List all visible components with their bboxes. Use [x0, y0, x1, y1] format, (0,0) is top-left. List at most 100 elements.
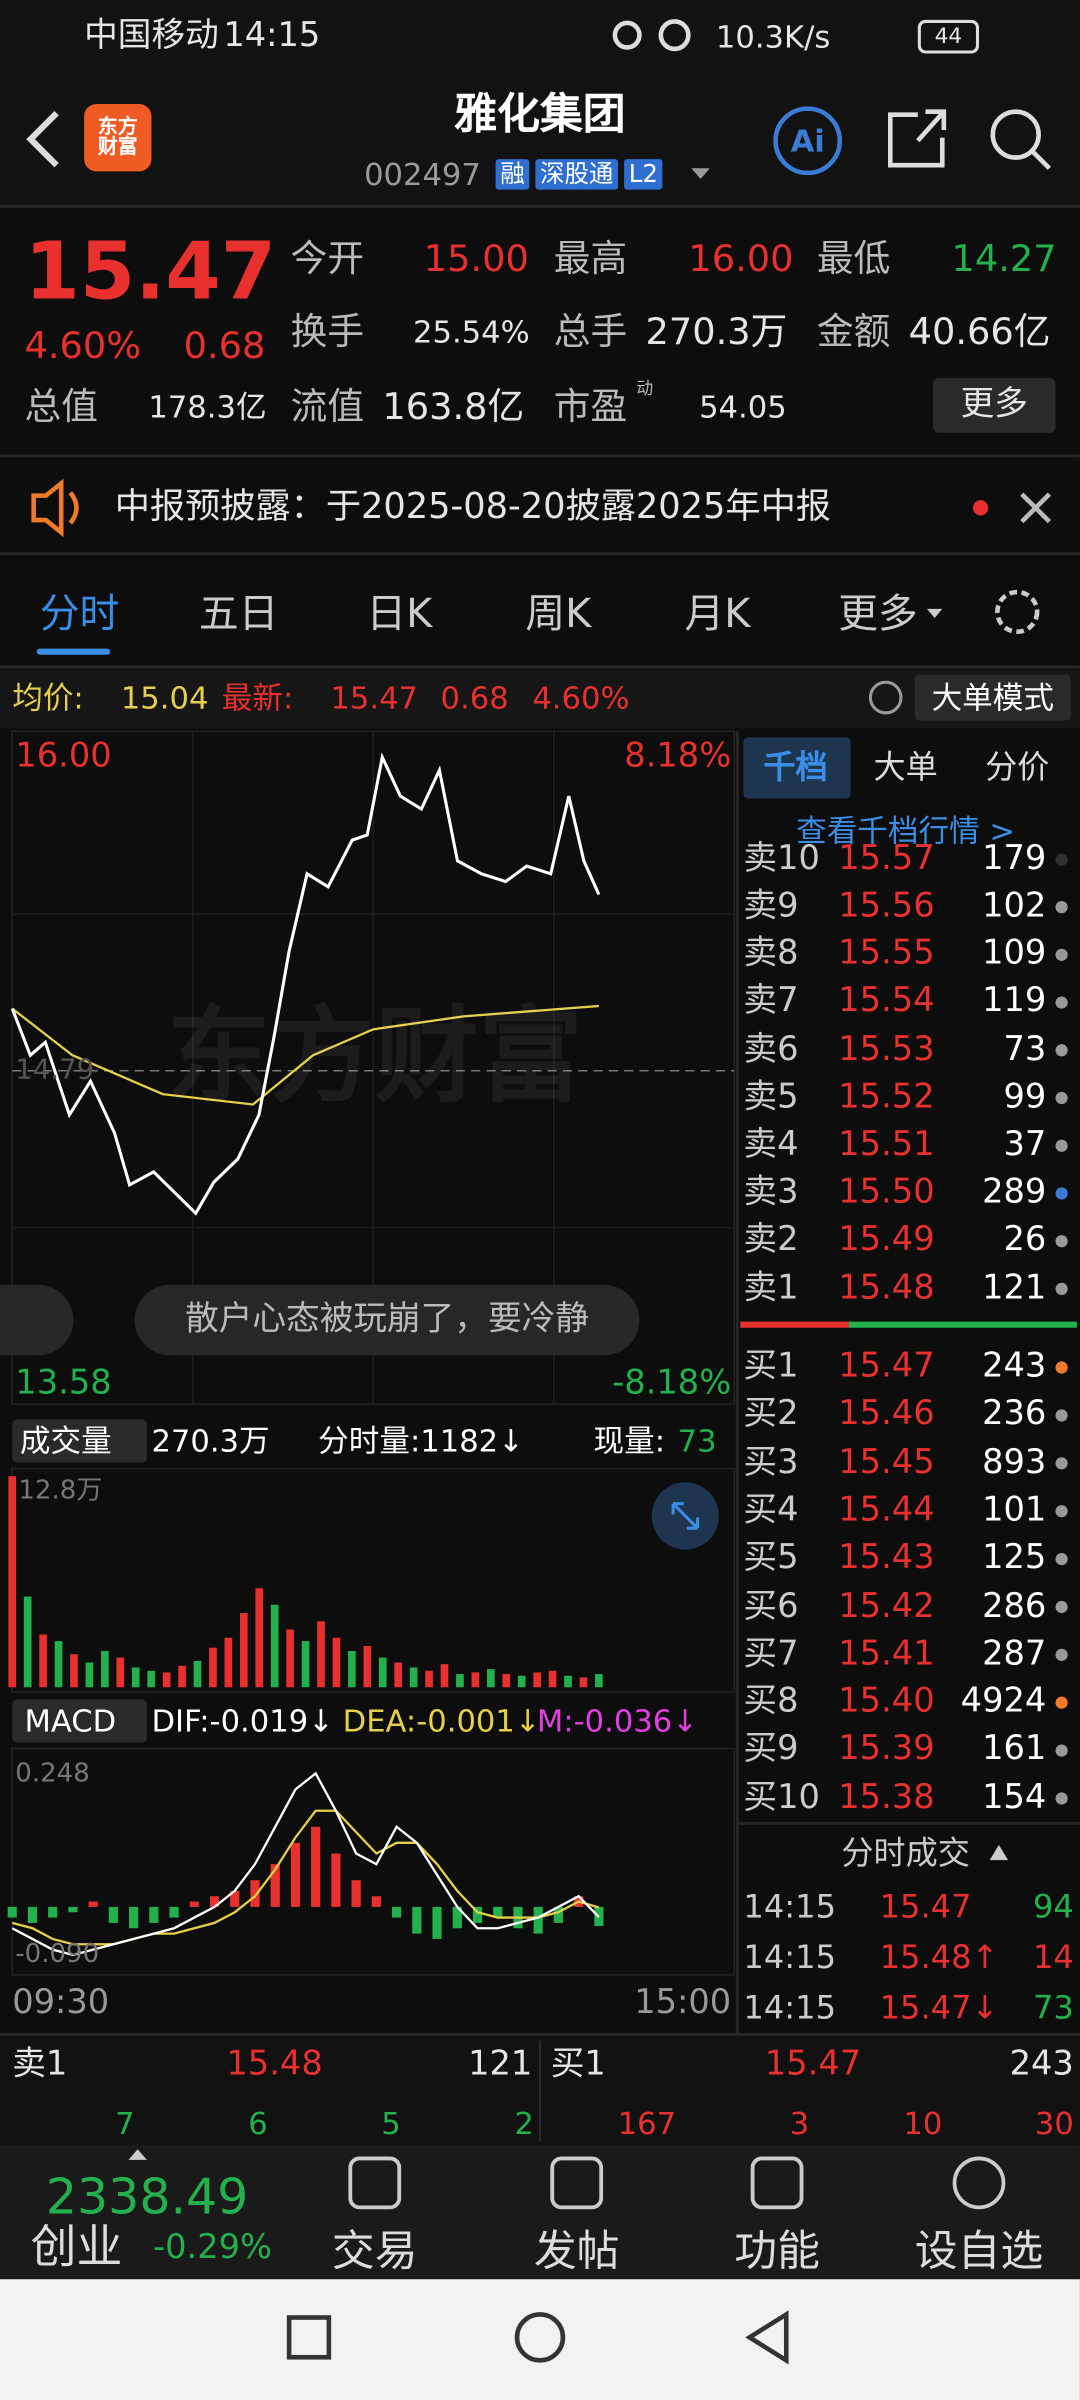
share-icon[interactable]: [887, 109, 947, 168]
tab[interactable]: 分时: [39, 591, 120, 638]
macd-bar: [68, 1906, 78, 1913]
bottom-sell-count: 7: [115, 2104, 135, 2142]
back-icon[interactable]: [26, 111, 59, 168]
macd-dea: DEA:-0.001↓: [342, 1702, 541, 1740]
nav-item[interactable]: 设自选: [914, 2225, 1044, 2277]
notice[interactable]: 中报预披露：于2025-08-20披露2025年中报: [114, 487, 831, 527]
buy-label: 买2: [743, 1395, 799, 1434]
android-back[interactable]: [745, 2310, 789, 2365]
android-home[interactable]: [514, 2312, 566, 2363]
tab[interactable]: 更多: [838, 591, 918, 638]
field-label: 最低: [816, 237, 891, 280]
vol-bar: [85, 1662, 94, 1688]
tab[interactable]: 五日: [198, 591, 279, 638]
nav-item[interactable]: 发帖: [533, 2225, 620, 2277]
vol-bar: [23, 1596, 32, 1688]
change: 0.68: [183, 324, 266, 368]
mode-button[interactable]: 大单模式: [931, 679, 1054, 716]
vol-bar: [70, 1654, 78, 1688]
price: 15.47: [24, 226, 277, 319]
book-link[interactable]: 查看千档行情 >: [796, 812, 1016, 849]
bottom-buy-label: 买1: [550, 2045, 606, 2084]
bottom-buy-count: 10: [903, 2104, 943, 2142]
buy-label: 买4: [743, 1491, 799, 1530]
sell-vol: 73: [1003, 1030, 1047, 1069]
buy-label: 买6: [743, 1587, 799, 1626]
vol-bar: [579, 1677, 588, 1688]
trade-price: 15.47: [879, 1888, 972, 1926]
nav-item[interactable]: 功能: [734, 2225, 820, 2277]
tab-underline: [36, 648, 111, 655]
search-icon[interactable]: [990, 109, 1041, 160]
book-tab[interactable]: 分价: [985, 748, 1050, 786]
vol-bar: [116, 1657, 125, 1688]
sell-price: 15.48: [838, 1269, 935, 1308]
sell-dot: [1055, 948, 1068, 961]
macd-frame: [11, 1747, 736, 1976]
vol-bar: [255, 1588, 264, 1688]
bottom-buy-price: 15.47: [764, 2045, 862, 2084]
vol-bar: [270, 1604, 279, 1688]
sell-price: 15.50: [838, 1173, 935, 1212]
pe-note: 动: [636, 378, 654, 399]
macd-bar: [351, 1880, 361, 1907]
close-icon[interactable]: [1020, 492, 1051, 524]
more-button-label[interactable]: 更多: [960, 385, 1028, 424]
bottom-sell-count: 5: [381, 2104, 401, 2142]
buy-dot: [1055, 1744, 1068, 1757]
vol-fen: 分时量:1182↓: [318, 1422, 524, 1460]
eye-icon: [612, 20, 642, 50]
nav-icon[interactable]: [952, 2156, 1006, 2210]
nav-item[interactable]: 交易: [331, 2225, 418, 2277]
sell-dot: [1055, 1139, 1068, 1152]
macd-top: 0.248: [15, 1758, 90, 1789]
macd-bar: [108, 1906, 118, 1923]
buy-dot: [1055, 1552, 1068, 1566]
tab[interactable]: 月K: [684, 591, 751, 638]
dropdown-icon: [691, 168, 710, 179]
sell-price: 15.53: [838, 1030, 935, 1069]
book-tab[interactable]: 千档: [763, 748, 828, 786]
buy-label: 买10: [743, 1778, 820, 1817]
android-recent[interactable]: [286, 2315, 332, 2360]
ai-icon[interactable]: [773, 106, 843, 176]
book-tab[interactable]: 大单: [873, 748, 938, 786]
vol-bar: [502, 1674, 511, 1688]
index-value: 2338.49: [45, 2167, 249, 2226]
vol-bar: [471, 1672, 480, 1688]
more-button[interactable]: [933, 377, 1056, 433]
macd-bar: [250, 1880, 260, 1907]
macd-bar: [533, 1906, 543, 1934]
tab[interactable]: 日K: [366, 591, 433, 638]
avg: 15.04: [120, 679, 209, 716]
net-speed: 10.3K/s: [715, 18, 831, 56]
macd-bar: [371, 1896, 381, 1907]
sell-price: 15.57: [838, 839, 935, 879]
sell-price: 15.49: [838, 1221, 935, 1260]
vol-bar: [54, 1641, 63, 1688]
macd-bar: [452, 1906, 462, 1929]
mode-bg[interactable]: [914, 674, 1071, 721]
nav-icon[interactable]: [550, 2156, 604, 2210]
macd-dif: DIF:-0.019↓: [151, 1702, 334, 1740]
nav-icon[interactable]: [750, 2156, 804, 2210]
settings-icon[interactable]: [995, 589, 1040, 635]
macd-bar: [88, 1901, 98, 1907]
bottom-pct: -8.18%: [612, 1364, 732, 1403]
macd-bar: [149, 1906, 159, 1923]
bottom-sell-count: 2: [514, 2104, 534, 2142]
trades-title: 分时成交: [841, 1834, 970, 1872]
buy-price: 15.40: [838, 1682, 935, 1722]
tab[interactable]: 周K: [525, 591, 592, 638]
nav-icon[interactable]: [348, 2156, 402, 2210]
speaker-icon: [31, 478, 79, 538]
vol-label: 成交量: [19, 1422, 112, 1460]
vol-bar: [456, 1674, 464, 1688]
watermark: 东方财富: [166, 997, 583, 1119]
field-label: 今开: [290, 237, 365, 280]
buy-price: 15.46: [838, 1395, 935, 1434]
buy-label: 买9: [743, 1730, 799, 1769]
field-value: 178.3亿: [148, 388, 267, 426]
pct: 4.60%: [24, 324, 142, 368]
